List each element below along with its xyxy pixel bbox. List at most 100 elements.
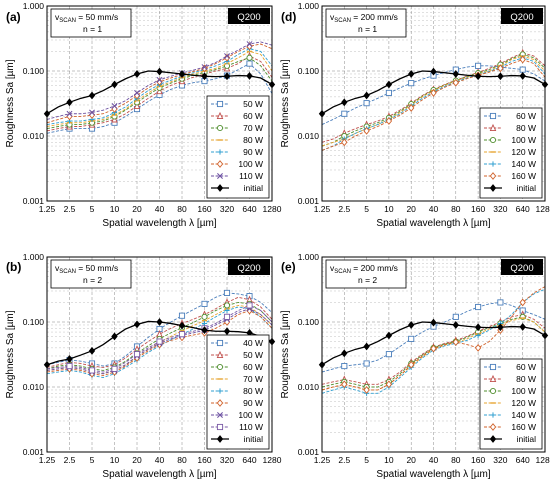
data-point: [133, 320, 141, 329]
data-point: [385, 80, 393, 89]
info-box-line1: vSCAN = 50 mm/s: [55, 263, 118, 275]
data-point: [408, 70, 415, 78]
legend-swatch-marker: [489, 423, 497, 431]
data-point: [497, 64, 504, 73]
y-tick-label: 0.001: [23, 447, 45, 457]
legend-entry-label: 160 W: [511, 171, 536, 181]
data-point: [475, 303, 482, 311]
legend-swatch-marker: [217, 388, 223, 394]
legend-entry-label: initial: [244, 183, 263, 193]
y-axis-label: Roughness Sa [µm]: [5, 59, 16, 147]
x-tick-label: 20: [406, 204, 416, 214]
data-point: [178, 321, 186, 330]
data-point: [88, 367, 96, 374]
x-tick-label: 1280: [536, 455, 550, 465]
plot-frame: [46, 5, 273, 202]
data-point: [133, 351, 141, 358]
q200-badge: [228, 259, 270, 275]
x-tick-label: 5: [90, 455, 95, 465]
legend-swatch-marker: [217, 173, 223, 179]
data-point: [223, 302, 231, 309]
x-axis-label: Spatial wavelength λ [µm]: [102, 469, 216, 480]
legend-entry-label: 80 W: [516, 374, 536, 384]
legend-frame: [206, 95, 270, 199]
legend-entry-label: 40 W: [243, 338, 263, 348]
data-point: [178, 331, 186, 338]
data-point: [363, 342, 370, 351]
data-point: [385, 380, 393, 389]
x-tick-label: 2.5: [338, 204, 350, 214]
data-point: [408, 360, 415, 369]
data-point: [156, 318, 163, 326]
legend-entry-label: 60 W: [516, 111, 536, 121]
legend-entry-label: 120 W: [511, 398, 536, 408]
plot-frame: [46, 256, 273, 453]
q200-badge-label: Q200: [237, 12, 260, 23]
data-point: [341, 349, 348, 358]
legend-entry-label: 100 W: [511, 386, 536, 396]
y-tick-label: 1.000: [23, 1, 45, 11]
info-box-frame: [50, 8, 132, 38]
info-box-frame: [325, 259, 407, 289]
y-tick-label: 1.000: [298, 1, 320, 11]
panel-label: (e): [281, 260, 296, 274]
data-point: [89, 109, 95, 116]
y-axis-label: Roughness Sa [µm]: [5, 310, 16, 398]
data-point: [246, 41, 253, 47]
series-line: [46, 296, 273, 368]
x-axis-label: Spatial wavelength λ [µm]: [376, 469, 490, 480]
data-point: [363, 100, 370, 107]
x-tick-label: 1280: [536, 204, 550, 214]
data-point: [519, 66, 526, 73]
x-tick-label: 2.5: [64, 204, 76, 214]
x-axis-label: Spatial wavelength λ [µm]: [102, 218, 216, 229]
x-tick-label: 640: [516, 204, 530, 214]
data-point: [178, 312, 186, 319]
info-box-line1: vSCAN = 50 mm/s: [55, 12, 118, 24]
data-point: [519, 298, 526, 307]
legend-entry-label: 140 W: [511, 410, 536, 420]
data-point: [497, 72, 504, 81]
x-tick-label: 1.25: [314, 204, 331, 214]
data-point: [88, 91, 96, 100]
x-tick-label: 160: [197, 204, 211, 214]
data-point: [519, 55, 526, 64]
series-6: [318, 67, 549, 118]
info-box-line2: n = 2: [83, 275, 102, 285]
data-point: [430, 67, 437, 76]
legend-swatch-marker: [216, 423, 224, 431]
x-tick-label: 320: [220, 204, 234, 214]
legend-entry-label: 60 W: [243, 362, 263, 372]
data-point: [223, 313, 231, 320]
data-point: [363, 126, 370, 135]
data-point: [363, 91, 370, 100]
y-tick-label: 0.001: [23, 196, 45, 206]
data-point: [452, 338, 459, 347]
legend-entry-label: 80 W: [243, 135, 263, 145]
data-point: [201, 300, 208, 307]
legend-entry-label: 80 W: [516, 123, 536, 133]
data-point: [341, 110, 348, 117]
data-point: [408, 321, 415, 329]
data-point: [246, 302, 253, 309]
legend-entry-label: 50 W: [243, 99, 263, 109]
data-point: [246, 72, 253, 80]
legend-swatch-marker: [216, 350, 224, 359]
x-tick-label: 40: [155, 204, 165, 214]
series-6: [318, 318, 549, 369]
data-point: [111, 365, 118, 372]
legend: 40 W 50 W 60 W 70 W 80 W 90 W 100 W 110 W initia…: [206, 334, 270, 450]
data-point: [497, 299, 504, 306]
series-line: [321, 52, 546, 143]
x-tick-label: 1280: [263, 204, 282, 214]
x-tick-label: 2.5: [338, 455, 350, 465]
legend-swatch-marker: [216, 124, 224, 132]
data-point: [224, 307, 230, 314]
legend-swatch-marker: [490, 161, 496, 167]
x-tick-label: 320: [493, 455, 507, 465]
x-axis-label: Spatial wavelength λ [µm]: [376, 218, 490, 229]
data-point: [452, 321, 459, 329]
legend-swatch-marker: [217, 149, 223, 155]
